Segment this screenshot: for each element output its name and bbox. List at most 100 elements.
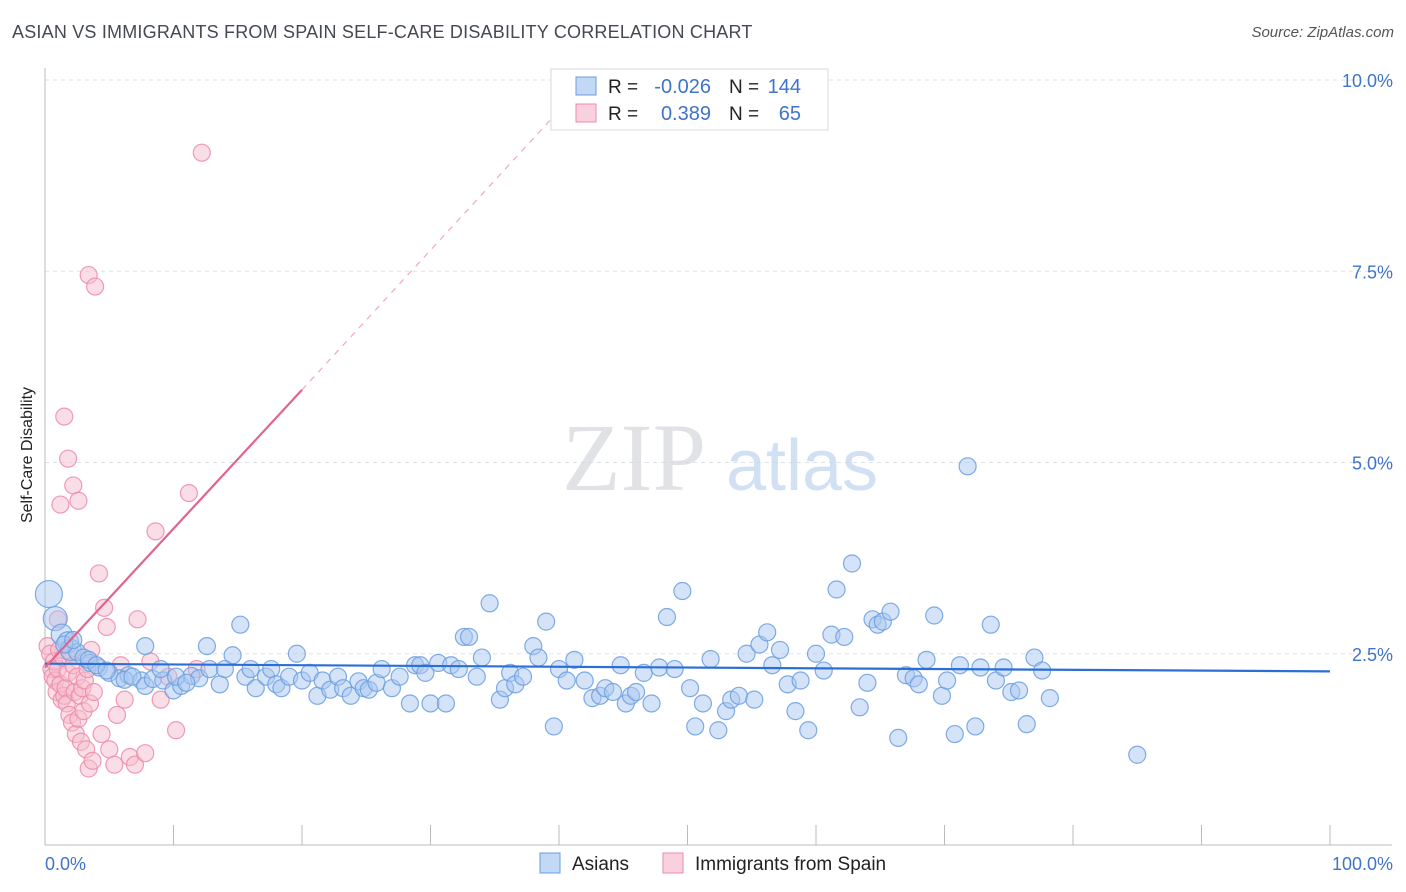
asians-point-65	[421, 694, 440, 713]
spain-point-58	[146, 522, 165, 541]
spain-point-56	[136, 744, 155, 763]
spain-point-64	[192, 143, 211, 162]
spain-point-40	[64, 476, 83, 495]
asians-point-121	[814, 661, 833, 680]
asians-point-17	[97, 661, 116, 680]
asians-point-99	[657, 607, 677, 627]
asians-point-86	[565, 650, 584, 669]
bottom-legend-swatch-1	[662, 852, 684, 874]
asians-point-28	[151, 659, 170, 679]
legend-box	[550, 68, 829, 131]
asians-point-45	[287, 644, 306, 663]
asians-point-141	[950, 656, 970, 675]
spain-point-61	[166, 721, 186, 740]
asians-point-105	[701, 650, 720, 669]
spain-point-55	[128, 610, 147, 629]
asians-point-110	[737, 644, 756, 663]
spain-point-62	[179, 484, 199, 503]
asians-point-153	[1040, 689, 1059, 708]
y-tick-label-3: 10.0%	[1342, 71, 1393, 91]
x-tick-label-0: 0.0%	[45, 854, 86, 874]
asians-point-114	[763, 656, 782, 675]
legend-r-value-1: 0.389	[661, 103, 711, 125]
spain-point-37	[51, 495, 70, 514]
asians-point-113	[758, 623, 777, 642]
spain-point-41	[69, 491, 88, 510]
gridlines	[45, 79, 1392, 655]
asians-point-72	[467, 667, 486, 686]
asians-point-131	[881, 602, 900, 621]
asians-point-100	[665, 659, 684, 679]
spain-trend-extension	[301, 110, 560, 391]
asians-point-81	[529, 648, 548, 667]
y-tick-label-1: 5.0%	[1352, 454, 1393, 474]
asians-point-120	[806, 644, 826, 663]
series-immigrants-from-spain-points	[38, 143, 211, 778]
asians-point-126	[850, 698, 869, 717]
asians-point-69	[449, 659, 468, 679]
asians-trend-line	[44, 662, 1331, 673]
asians-point-27	[136, 636, 155, 656]
asians-point-117	[786, 702, 805, 721]
asians-point-102	[680, 679, 700, 698]
asians-point-39	[246, 679, 265, 698]
legend: R = -0.026 N = 144 R = 0.389 N = 65	[550, 68, 829, 131]
asians-point-32	[200, 659, 219, 679]
asians-point-115	[770, 640, 790, 660]
asians-point-140	[945, 724, 964, 744]
asians-point-111	[745, 690, 764, 709]
spain-point-46	[95, 598, 114, 617]
asians-point-60	[390, 667, 409, 686]
asians-point-0	[34, 579, 63, 609]
asians-point-73	[472, 648, 491, 667]
asians-point-58	[372, 659, 391, 679]
asians-point-142	[958, 457, 977, 476]
spain-point-52	[115, 690, 134, 709]
legend-n-label-1: N =	[729, 104, 759, 125]
spain-point-45	[92, 724, 111, 744]
asians-point-109	[729, 686, 749, 705]
legend-r-label-0: R =	[608, 77, 638, 98]
spain-point-50	[107, 705, 127, 725]
bottom-legend: Asians Immigrants from Spain	[539, 852, 886, 875]
asians-point-104	[693, 694, 713, 713]
bottom-legend-label-0: Asians	[572, 854, 629, 875]
asians-point-137	[925, 606, 944, 625]
asians-point-106	[709, 721, 728, 740]
spain-point-39	[59, 449, 78, 468]
legend-n-value-0: 144	[768, 76, 801, 98]
y-tick-label-0: 2.5%	[1352, 645, 1393, 665]
asians-point-125	[842, 554, 862, 573]
watermark-atlas: atlas	[726, 426, 878, 506]
asians-point-91	[603, 682, 623, 702]
legend-swatch-0	[575, 76, 597, 96]
asians-point-124	[835, 627, 854, 647]
asians-point-143	[966, 717, 985, 736]
legend-n-value-1: 65	[779, 103, 801, 125]
asians-point-31	[197, 636, 217, 656]
axes	[44, 68, 1392, 846]
asians-point-118	[791, 671, 810, 690]
spain-point-49	[105, 755, 124, 774]
asians-point-79	[513, 667, 533, 686]
spain-point-44	[89, 564, 109, 583]
chart-title: ASIAN VS IMMIGRANTS FROM SPAIN SELF-CARE…	[12, 22, 753, 42]
asians-point-138	[932, 686, 952, 705]
asians-point-67	[436, 694, 456, 713]
asians-point-103	[686, 717, 705, 736]
asians-point-119	[799, 721, 818, 740]
asians-point-87	[575, 671, 594, 690]
y-tick-label-2: 7.5%	[1352, 262, 1393, 282]
asians-point-35	[223, 646, 242, 665]
trend-lines	[44, 110, 1331, 673]
asians-point-71	[459, 627, 479, 647]
asians-point-123	[827, 580, 846, 599]
asians-point-33	[210, 675, 229, 694]
legend-r-value-0: -0.026	[654, 76, 711, 98]
asians-point-101	[673, 581, 692, 601]
asians-point-150	[1017, 715, 1036, 734]
asians-point-83	[544, 717, 563, 736]
asians-point-92	[611, 656, 630, 675]
watermark-zip: ZIP	[562, 404, 706, 511]
bottom-legend-label-1: Immigrants from Spain	[695, 854, 886, 875]
